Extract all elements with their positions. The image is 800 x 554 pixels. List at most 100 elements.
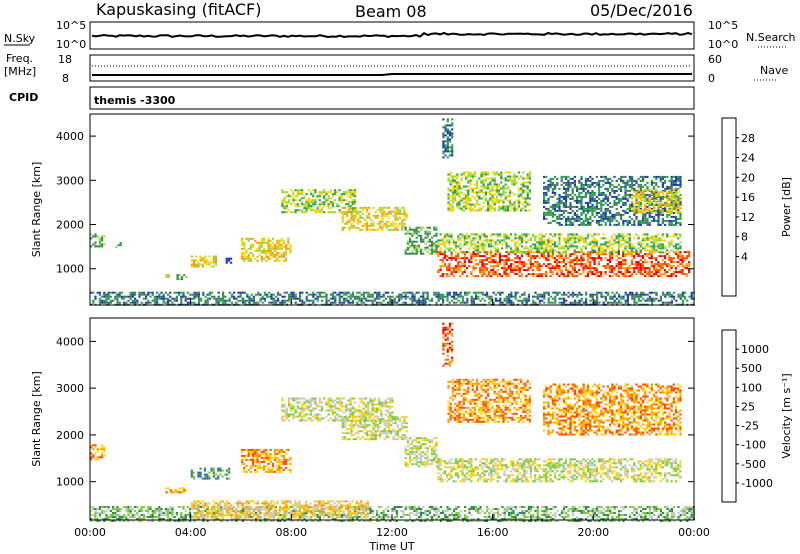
scatter-cell (332, 291, 335, 294)
scatter-cell (595, 221, 598, 224)
scatter-cell (652, 237, 656, 240)
scatter-cell (668, 197, 671, 200)
scatter-cell (490, 245, 493, 248)
scatter-cell (556, 183, 559, 186)
scatter-cell (521, 301, 524, 304)
scatter-cell (589, 233, 592, 236)
scatter-cell (491, 187, 494, 190)
scatter-cell (301, 211, 304, 214)
scatter-cell (351, 189, 354, 192)
scatter-cell (675, 223, 678, 226)
scatter-cell (576, 301, 579, 304)
scatter-cell (677, 221, 680, 224)
scatter-cell (208, 477, 211, 480)
scatter-cell (646, 235, 649, 238)
scatter-cell (615, 235, 618, 238)
scatter-cell (269, 247, 272, 250)
scatter-cell (494, 243, 497, 246)
scatter-cell (549, 233, 552, 236)
scatter-cell (593, 267, 596, 270)
scatter-cell (195, 263, 198, 266)
scatter-cell (551, 213, 554, 216)
scatter-cell (208, 263, 211, 266)
scatter-cell (615, 179, 618, 182)
scatter-cell (490, 235, 493, 238)
scatter-cell (443, 253, 447, 256)
scatter-cell (404, 293, 407, 296)
scatter-cell (346, 210, 349, 213)
scatter-cell (98, 237, 101, 240)
scatter-cell (409, 246, 412, 249)
scatter-cell (637, 263, 640, 266)
scatter-cell (199, 473, 202, 476)
scatter-cell (604, 295, 607, 298)
scatter-cell (613, 213, 616, 216)
scatter-cell (520, 241, 524, 244)
scatter-cell (545, 273, 548, 276)
scatter-cell (504, 205, 507, 208)
scatter-cell (272, 297, 275, 300)
scatter-cell (484, 199, 487, 202)
scatter-cell (404, 232, 407, 235)
scatter-cell (598, 179, 601, 182)
scatter-cell (254, 450, 257, 453)
scatter-cell (329, 203, 332, 206)
scatter-cell (494, 273, 497, 276)
scatter-cell (602, 251, 605, 254)
scatter-cell (648, 257, 651, 260)
scatter-cell (345, 191, 348, 194)
scatter-cell (394, 206, 397, 209)
scatter-cell (435, 291, 438, 294)
scatter-cell (451, 205, 454, 208)
scatter-cell (609, 183, 612, 186)
scatter-cell (582, 251, 585, 254)
scatter-cell (567, 215, 570, 218)
scatter-cell (362, 293, 365, 296)
scatter-cell (381, 214, 384, 217)
scatter-cell (350, 214, 353, 217)
scatter-cell (491, 199, 494, 202)
scatter-cell (502, 209, 505, 212)
scatter-cell (493, 209, 496, 212)
scatter-cell (420, 301, 423, 304)
scatter-cell (138, 291, 141, 294)
scatter-cell (447, 187, 450, 190)
scatter-cell (571, 195, 574, 198)
scatter-cell (449, 171, 452, 174)
scatter-cell (371, 299, 374, 302)
scatter-cell (670, 187, 673, 190)
scatter-cell (604, 271, 607, 274)
scatter-cell (668, 295, 671, 298)
scatter-cell (593, 245, 596, 248)
scatter-cell (501, 259, 504, 262)
scatter-cell (340, 201, 343, 204)
scatter-cell (576, 201, 579, 204)
scatter-cell (265, 253, 268, 256)
scatter-cell (513, 193, 516, 196)
scatter-cell (450, 253, 453, 256)
scatter-cell (391, 295, 394, 298)
scatter-cell (593, 249, 596, 252)
scatter-cell (278, 239, 281, 242)
scatter-cell (480, 185, 483, 188)
scatter-cell (668, 301, 671, 304)
scatter-cell (327, 203, 330, 206)
scatter-cell (668, 213, 671, 216)
scatter-cell (255, 293, 258, 296)
scatter-cell (563, 293, 566, 296)
scatter-cell (446, 142, 449, 145)
scatter-cell (549, 213, 552, 216)
scatter-cell (558, 239, 561, 242)
scatter-cell (241, 450, 244, 453)
scatter-cell (641, 243, 645, 246)
scatter-cell (622, 251, 625, 254)
scatter-cell (661, 207, 664, 210)
scatter-cell (372, 222, 375, 225)
scatter-cell (639, 269, 642, 272)
scatter-cell (424, 297, 427, 300)
scatter-cell (639, 189, 642, 192)
scatter-cell (589, 205, 592, 208)
scatter-cell (454, 243, 458, 246)
scatter-cell (474, 245, 477, 248)
